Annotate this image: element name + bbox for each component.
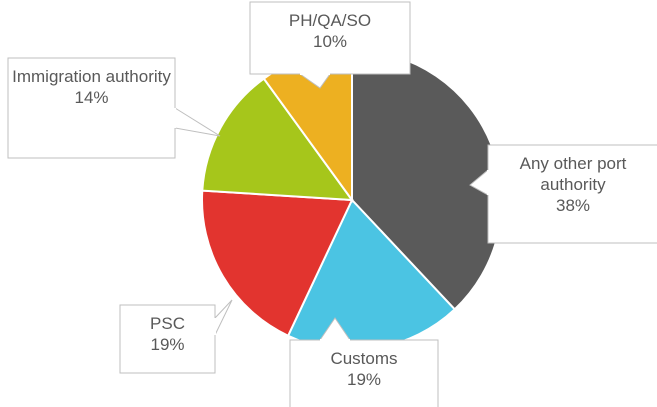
category-label: Immigration authority — [12, 67, 171, 86]
pie-slice — [201, 77, 355, 202]
value-label: 19% — [150, 335, 185, 354]
callout-box — [249, 1, 411, 75]
callout-pointer — [214, 299, 233, 336]
callout-box — [487, 144, 657, 244]
callout-box — [119, 304, 216, 374]
callout-box — [289, 339, 439, 407]
category-label: PH/QA/SO — [288, 11, 372, 30]
value-label: 10% — [312, 32, 348, 51]
value-label: 14% — [74, 88, 109, 107]
callout-pointer — [174, 107, 221, 137]
data-label: Customs 19% — [290, 348, 438, 390]
data-label: Immigration authority 14% — [8, 66, 175, 108]
data-label: PSC 19% — [120, 313, 215, 355]
category-label: Any other port authority — [519, 154, 627, 194]
value-label: 38% — [555, 196, 591, 215]
data-label: Any other port authority 38% — [488, 153, 657, 216]
pie-slice — [201, 189, 354, 338]
category-label: Customs — [330, 349, 398, 368]
data-label: PH/QA/SO 10% — [250, 10, 410, 52]
category-label: PSC — [150, 314, 185, 333]
callout-box — [7, 57, 176, 159]
value-label: 19% — [346, 370, 382, 389]
